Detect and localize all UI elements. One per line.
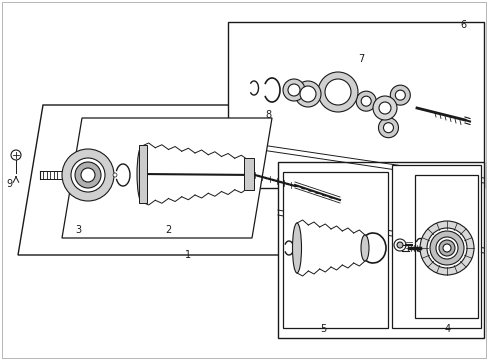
Circle shape (299, 86, 315, 102)
Text: 3: 3 (75, 225, 81, 235)
Circle shape (378, 118, 398, 138)
Circle shape (429, 231, 463, 265)
Text: 5: 5 (319, 324, 325, 334)
Circle shape (355, 91, 375, 111)
Circle shape (75, 162, 101, 188)
Text: 2: 2 (164, 225, 171, 235)
Circle shape (361, 96, 370, 106)
Circle shape (419, 221, 473, 275)
Polygon shape (278, 162, 483, 338)
Ellipse shape (360, 235, 368, 261)
Polygon shape (283, 172, 387, 328)
Circle shape (393, 239, 405, 251)
Circle shape (372, 96, 396, 120)
Text: 4: 4 (444, 324, 450, 334)
Circle shape (71, 158, 105, 192)
Circle shape (435, 237, 457, 259)
Circle shape (81, 168, 95, 182)
Polygon shape (227, 22, 483, 188)
Circle shape (389, 85, 409, 105)
Circle shape (394, 90, 405, 100)
Ellipse shape (292, 223, 301, 273)
Ellipse shape (137, 146, 147, 202)
Polygon shape (414, 175, 477, 318)
Circle shape (325, 79, 350, 105)
Circle shape (294, 81, 320, 107)
Circle shape (442, 244, 450, 252)
Polygon shape (391, 165, 480, 328)
Text: 9: 9 (6, 179, 12, 189)
Circle shape (383, 123, 393, 133)
Circle shape (378, 102, 390, 114)
Polygon shape (18, 105, 439, 255)
Text: 6: 6 (459, 20, 465, 30)
Circle shape (11, 150, 21, 160)
Text: 7: 7 (357, 54, 364, 64)
Circle shape (283, 79, 305, 101)
Circle shape (317, 72, 357, 112)
Circle shape (438, 240, 454, 256)
Polygon shape (62, 118, 271, 238)
Bar (139, 145, 147, 203)
Circle shape (62, 149, 114, 201)
Circle shape (396, 242, 402, 248)
Text: 8: 8 (264, 110, 270, 120)
Circle shape (426, 228, 466, 268)
Text: 1: 1 (184, 250, 191, 260)
Bar (244, 158, 253, 190)
Circle shape (287, 84, 299, 96)
Circle shape (113, 173, 117, 177)
